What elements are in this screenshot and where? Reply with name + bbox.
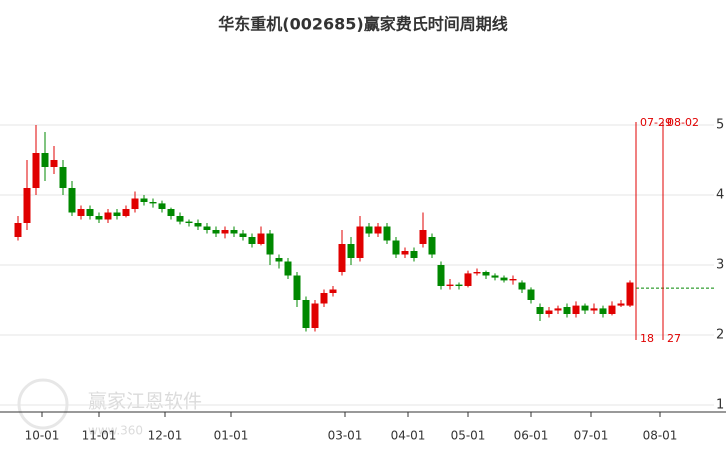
candle-body xyxy=(437,265,445,286)
candle-body xyxy=(95,216,103,220)
candle-body xyxy=(608,305,616,314)
candle-body xyxy=(14,223,22,237)
candle-body xyxy=(554,308,562,311)
candle-body xyxy=(284,261,292,276)
y-tick-label: 1 xyxy=(716,398,724,413)
watermark-logo xyxy=(17,378,69,430)
y-tick-label: 2 xyxy=(716,328,724,343)
candle-body xyxy=(347,244,355,258)
candle-body xyxy=(482,272,490,276)
candle-body xyxy=(581,305,589,311)
candle-body xyxy=(293,275,301,300)
cycle-count: 27 xyxy=(667,332,681,345)
candle-body xyxy=(167,209,175,216)
candle-body xyxy=(455,284,463,286)
candle-body xyxy=(185,221,193,223)
candle-body xyxy=(257,233,265,244)
candle-body xyxy=(446,284,454,286)
candle-body xyxy=(572,305,580,314)
candle-body xyxy=(311,303,319,328)
candle-body xyxy=(473,272,481,274)
x-tick-label: 05-01 xyxy=(451,429,486,443)
candle-body xyxy=(68,188,76,213)
candle-body xyxy=(374,226,382,234)
watermark-url: www.360 xyxy=(88,424,143,438)
candle-body xyxy=(194,223,202,227)
candle-body xyxy=(221,230,229,234)
candle-body xyxy=(59,167,67,188)
candle-body xyxy=(329,289,337,293)
x-tick-label: 06-01 xyxy=(514,429,549,443)
candle-body xyxy=(617,303,625,306)
y-tick-label: 5 xyxy=(716,118,724,133)
candle-body xyxy=(545,310,553,314)
x-tick-label: 11-01 xyxy=(82,429,117,443)
x-tick-label: 03-01 xyxy=(328,429,363,443)
candle-body xyxy=(401,251,409,255)
candle-body xyxy=(275,258,283,262)
cycle-date: 08-02 xyxy=(667,116,699,129)
candle-body xyxy=(518,282,526,290)
candle-body xyxy=(599,308,607,314)
candle-body xyxy=(491,275,499,278)
y-tick-label: 3 xyxy=(716,258,724,273)
cycle-count: 18 xyxy=(640,332,654,345)
candle-body xyxy=(50,160,58,167)
candle-body xyxy=(563,307,571,314)
watermark: 赢家江恩软件 www.360 xyxy=(17,378,202,438)
candle-body xyxy=(500,277,508,281)
candle-body xyxy=(302,300,310,328)
candle-body xyxy=(338,244,346,272)
candle-body xyxy=(32,153,40,188)
candle-body xyxy=(86,209,94,216)
candle-body xyxy=(23,188,31,223)
candle-body xyxy=(509,279,517,281)
y-tick-label: 4 xyxy=(716,188,724,203)
candle-body xyxy=(464,273,472,286)
candle-body xyxy=(77,209,85,216)
candle-body xyxy=(41,153,49,167)
candle-body xyxy=(122,209,130,216)
candle-body xyxy=(239,233,247,237)
candle-body xyxy=(320,293,328,304)
candle-body xyxy=(230,230,238,234)
x-tick-label: 04-01 xyxy=(391,429,426,443)
watermark-name: 赢家江恩软件 xyxy=(88,391,202,413)
candle-body xyxy=(428,237,436,255)
candle-body xyxy=(383,226,391,241)
candle-body xyxy=(140,198,148,202)
candle-body xyxy=(266,233,274,255)
candle-body xyxy=(131,198,139,209)
candle-body xyxy=(392,240,400,255)
candle-body xyxy=(419,230,427,244)
x-tick-label: 12-01 xyxy=(148,429,183,443)
candle-body xyxy=(410,251,418,258)
candle-body xyxy=(149,202,157,204)
cycle-date: 07-29 xyxy=(640,116,672,129)
candle-body xyxy=(212,230,220,234)
candle-body xyxy=(203,226,211,230)
candle-body xyxy=(176,216,184,222)
x-tick-label: 10-01 xyxy=(25,429,60,443)
candle-body xyxy=(527,289,535,300)
candle-body xyxy=(626,282,634,306)
chart-title: 华东重机(002685)赢家费氏时间周期线 xyxy=(218,15,507,34)
candle-body xyxy=(365,226,373,234)
candle-body xyxy=(590,308,598,311)
candle-body xyxy=(536,307,544,314)
candle-body xyxy=(356,226,364,258)
x-tick-label: 01-01 xyxy=(214,429,249,443)
candle-body xyxy=(158,203,166,209)
candle-body xyxy=(104,212,112,220)
candle-body xyxy=(248,237,256,244)
x-tick-label: 07-01 xyxy=(574,429,609,443)
x-tick-label: 08-01 xyxy=(643,429,678,443)
candle-body xyxy=(113,212,121,216)
